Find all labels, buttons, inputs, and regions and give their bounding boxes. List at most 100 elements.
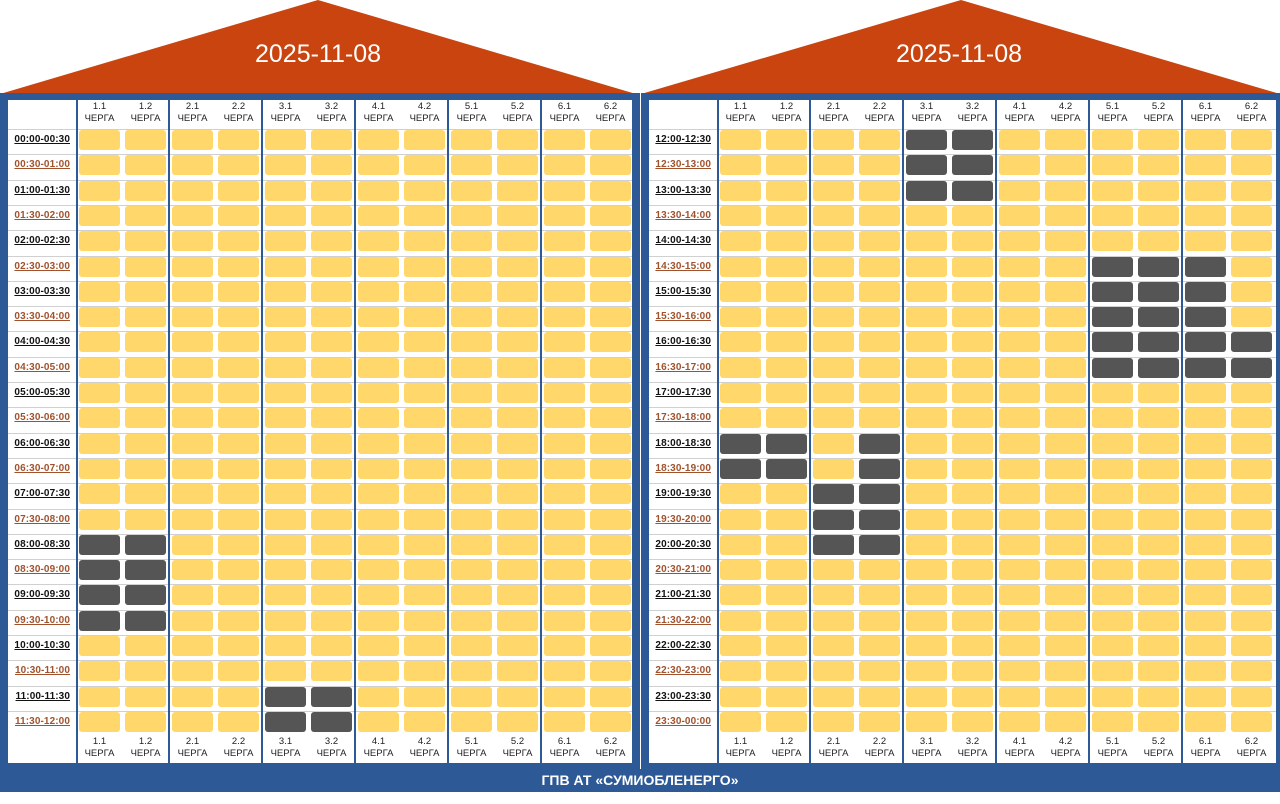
power-on-cell: [1185, 484, 1226, 505]
power-on-cell: [999, 205, 1040, 226]
power-on-cell: [125, 205, 166, 226]
power-on-cell: [265, 307, 306, 328]
queue-word: ЧЕРГА: [1097, 748, 1128, 759]
power-on-cell: [906, 585, 947, 606]
power-on-cell: [544, 130, 585, 150]
outage-cell: [859, 484, 900, 505]
power-on-cell: [952, 205, 993, 226]
queue-word: ЧЕРГА: [363, 113, 394, 124]
schedule-panel-first-half: 2025-11-08 1.1 ЧЕРГА 1.1 ЧЕРГА 1.2 ЧЕРГА 1.2 ЧЕ…: [0, 0, 640, 792]
power-on-cell: [218, 408, 259, 429]
power-on-cell: [952, 610, 993, 631]
power-on-cell: [218, 130, 259, 150]
row-separator: [8, 710, 632, 712]
schedule-date: 2025-11-08: [254, 40, 382, 68]
time-slot-label: 13:30-14:00: [655, 209, 711, 221]
power-on-cell: [906, 686, 947, 707]
roof-polygon: [0, 0, 636, 94]
queue-header: 2.1 ЧЕРГА: [170, 101, 215, 127]
power-on-cell: [813, 332, 854, 353]
power-on-cell: [404, 357, 445, 378]
power-on-cell: [1045, 560, 1086, 581]
power-on-cell: [1185, 180, 1226, 201]
power-on-cell: [720, 383, 761, 403]
power-on-cell: [590, 433, 631, 454]
queue-number: 3.2: [965, 736, 980, 747]
power-on-cell: [79, 307, 120, 328]
power-on-cell: [999, 484, 1040, 505]
power-on-cell: [172, 231, 213, 252]
queue-footer: 3.1 ЧЕРГА: [263, 736, 308, 762]
queue-header: 6.2 ЧЕРГА: [1229, 101, 1274, 127]
row-separator: [649, 508, 1276, 510]
power-on-cell: [1185, 560, 1226, 581]
roof-shape: [641, 0, 1280, 94]
queue-number: 5.2: [1151, 736, 1166, 747]
power-on-cell: [451, 610, 492, 631]
time-slot-label: 20:30-21:00: [655, 564, 711, 576]
power-on-cell: [218, 560, 259, 581]
power-on-cell: [999, 332, 1040, 353]
power-on-cell: [1185, 433, 1226, 454]
power-on-cell: [1045, 458, 1086, 479]
power-on-cell: [766, 686, 807, 707]
time-slot-label: 18:30-19:00: [655, 462, 711, 474]
power-on-cell: [404, 534, 445, 555]
power-on-cell: [404, 686, 445, 707]
power-on-cell: [906, 711, 947, 732]
queue-number: 6.1: [557, 101, 572, 112]
time-slot-label: 19:30-20:00: [655, 513, 711, 525]
power-on-cell: [813, 636, 854, 656]
power-on-cell: [1185, 509, 1226, 530]
time-slot-label: 07:00-07:30: [14, 488, 70, 500]
power-on-cell: [358, 307, 399, 328]
power-on-cell: [813, 383, 854, 403]
power-on-cell: [497, 180, 538, 201]
power-on-cell: [218, 534, 259, 555]
power-on-cell: [1138, 433, 1179, 454]
power-on-cell: [79, 130, 120, 150]
queue-word: ЧЕРГА: [549, 113, 580, 124]
queue-number: 2.1: [185, 101, 200, 112]
power-on-cell: [952, 383, 993, 403]
power-on-cell: [404, 636, 445, 656]
power-on-cell: [544, 585, 585, 606]
power-on-cell: [265, 357, 306, 378]
power-on-cell: [766, 332, 807, 353]
power-on-cell: [952, 686, 993, 707]
queue-header: 1.2 ЧЕРГА: [764, 101, 809, 127]
power-on-cell: [311, 509, 352, 530]
power-on-cell: [218, 205, 259, 226]
power-on-cell: [497, 408, 538, 429]
power-on-cell: [451, 205, 492, 226]
power-on-cell: [906, 560, 947, 581]
queue-number: 4.2: [417, 736, 432, 747]
power-on-cell: [1045, 231, 1086, 252]
power-on-cell: [720, 231, 761, 252]
power-on-cell: [1045, 383, 1086, 403]
group-divider: [809, 100, 811, 763]
power-on-cell: [404, 281, 445, 302]
power-on-cell: [766, 585, 807, 606]
queue-word: ЧЕРГА: [725, 748, 756, 759]
power-on-cell: [451, 231, 492, 252]
power-on-cell: [125, 408, 166, 429]
queue-footer: 3.1 ЧЕРГА: [904, 736, 949, 762]
power-on-cell: [311, 636, 352, 656]
queue-footer: 1.1 ЧЕРГА: [77, 736, 122, 762]
power-on-cell: [311, 484, 352, 505]
power-on-cell: [218, 256, 259, 277]
power-on-cell: [720, 256, 761, 277]
power-on-cell: [999, 610, 1040, 631]
power-on-cell: [311, 661, 352, 682]
power-on-cell: [172, 383, 213, 403]
power-on-cell: [544, 686, 585, 707]
power-on-cell: [544, 711, 585, 732]
power-on-cell: [1138, 686, 1179, 707]
queue-number: 1.1: [733, 101, 748, 112]
power-on-cell: [1138, 205, 1179, 226]
power-on-cell: [1092, 458, 1133, 479]
queue-word: ЧЕРГА: [1143, 748, 1174, 759]
power-on-cell: [1138, 458, 1179, 479]
power-on-cell: [1185, 205, 1226, 226]
